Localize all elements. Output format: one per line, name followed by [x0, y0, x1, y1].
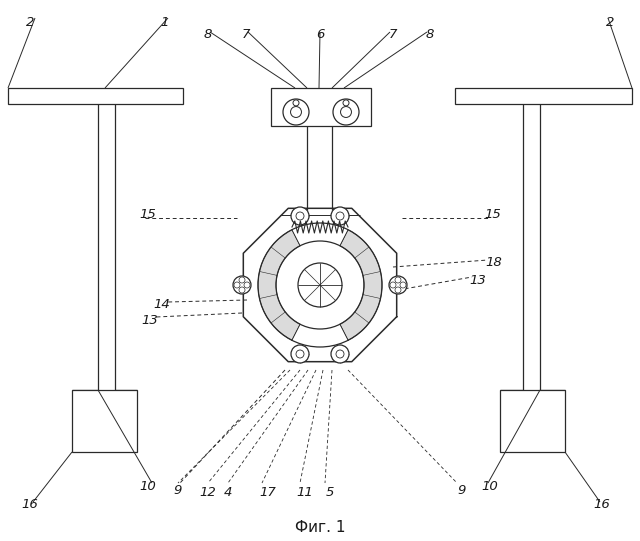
Circle shape — [333, 99, 359, 125]
Text: 9: 9 — [458, 484, 466, 497]
Bar — [500, 390, 565, 452]
Text: 8: 8 — [204, 29, 212, 42]
Circle shape — [389, 276, 407, 294]
Text: 4: 4 — [224, 485, 232, 498]
Circle shape — [343, 100, 349, 106]
Text: 5: 5 — [326, 485, 334, 498]
Circle shape — [331, 345, 349, 363]
Bar — [8, 88, 183, 104]
Text: 12: 12 — [200, 485, 216, 498]
Polygon shape — [258, 230, 300, 340]
Text: 17: 17 — [260, 485, 276, 498]
Circle shape — [331, 207, 349, 225]
Text: 1: 1 — [161, 16, 169, 29]
Text: 18: 18 — [486, 256, 502, 269]
Circle shape — [283, 99, 309, 125]
Circle shape — [291, 345, 309, 363]
Text: 13: 13 — [141, 313, 158, 327]
Polygon shape — [340, 230, 382, 340]
Text: 2: 2 — [606, 16, 614, 29]
Text: 16: 16 — [594, 498, 611, 511]
Text: 11: 11 — [296, 485, 314, 498]
Text: 6: 6 — [316, 29, 324, 42]
Text: 13: 13 — [470, 274, 486, 287]
Circle shape — [233, 276, 251, 294]
Text: 7: 7 — [242, 29, 250, 42]
Text: 15: 15 — [484, 208, 501, 221]
Circle shape — [291, 207, 309, 225]
Text: 10: 10 — [140, 480, 156, 493]
Text: 10: 10 — [482, 480, 499, 493]
Bar — [72, 390, 137, 452]
Text: 16: 16 — [22, 498, 38, 511]
Text: 7: 7 — [389, 29, 397, 42]
Bar — [271, 88, 371, 126]
Text: Фиг. 1: Фиг. 1 — [295, 520, 345, 536]
Text: 15: 15 — [140, 208, 156, 221]
Text: 8: 8 — [426, 29, 434, 42]
Bar — [455, 88, 632, 104]
Circle shape — [293, 100, 299, 106]
Text: 9: 9 — [174, 484, 182, 497]
Text: 2: 2 — [26, 16, 34, 29]
Text: 14: 14 — [154, 299, 170, 312]
